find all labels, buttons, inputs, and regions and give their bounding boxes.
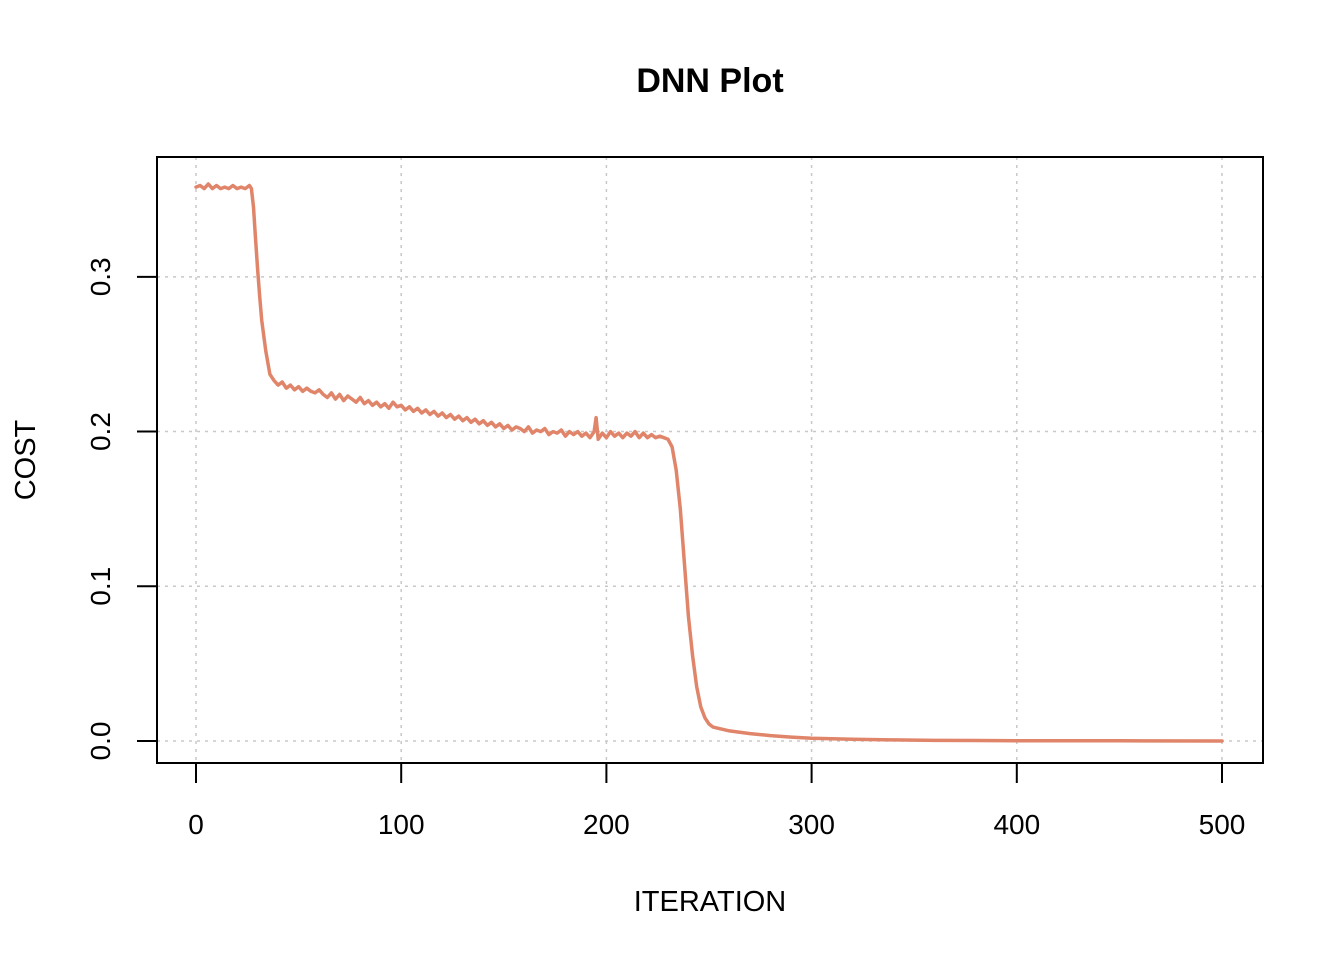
x-tick-label: 500 (1199, 809, 1246, 840)
x-axis-label: ITERATION (634, 886, 787, 918)
y-tick-label: 0.0 (85, 722, 116, 761)
y-tick-label: 0.2 (85, 412, 116, 451)
y-axis: 0.0 0.1 0.2 0.3 (85, 257, 158, 761)
x-tick-label: 400 (993, 809, 1040, 840)
chart-title: DNN Plot (636, 62, 783, 100)
x-tick-label: 200 (583, 809, 630, 840)
x-tick-label: 100 (378, 809, 425, 840)
y-tick-label: 0.1 (85, 567, 116, 606)
x-tick-label: 300 (788, 809, 835, 840)
y-axis-label: COST (10, 419, 42, 500)
series-line (194, 182, 1224, 743)
grid (157, 157, 1263, 763)
y-tick-label: 0.3 (85, 257, 116, 296)
x-tick-label: 0 (188, 809, 204, 840)
plot-frame (156, 156, 1264, 764)
x-axis: 0 100 200 300 400 500 (188, 762, 1246, 840)
